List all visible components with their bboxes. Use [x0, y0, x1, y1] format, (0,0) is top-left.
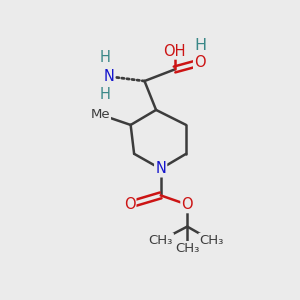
Ellipse shape	[182, 200, 192, 210]
Ellipse shape	[103, 71, 114, 82]
Ellipse shape	[182, 243, 193, 254]
Ellipse shape	[169, 45, 180, 57]
Ellipse shape	[195, 58, 205, 67]
Ellipse shape	[154, 233, 168, 248]
Text: O: O	[194, 55, 206, 70]
Text: N: N	[155, 161, 166, 176]
Text: Me: Me	[90, 108, 110, 121]
Ellipse shape	[101, 54, 110, 62]
Text: H: H	[100, 50, 111, 65]
Text: CH₃: CH₃	[148, 234, 173, 247]
Ellipse shape	[124, 200, 135, 210]
Text: O: O	[182, 197, 193, 212]
Text: H: H	[100, 87, 111, 102]
Ellipse shape	[196, 41, 204, 50]
Text: O: O	[124, 197, 135, 212]
Text: CH₃: CH₃	[175, 242, 200, 255]
Text: H: H	[194, 38, 206, 53]
Text: N: N	[103, 69, 114, 84]
Ellipse shape	[205, 233, 218, 248]
Ellipse shape	[101, 91, 110, 99]
Text: OH: OH	[163, 44, 186, 59]
Text: CH₃: CH₃	[199, 234, 224, 247]
Ellipse shape	[154, 162, 167, 175]
Ellipse shape	[94, 108, 106, 121]
